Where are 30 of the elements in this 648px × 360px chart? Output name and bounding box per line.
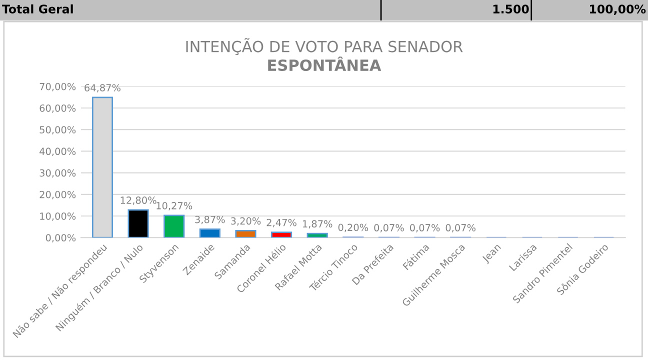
data-label: 3,20%	[231, 217, 261, 226]
y-tick-label: 10,00%	[40, 212, 76, 221]
y-tick-label: 60,00%	[40, 104, 76, 113]
bar	[270, 232, 292, 238]
y-tick-label: 20,00%	[40, 190, 76, 200]
text: 100,00%	[590, 4, 646, 16]
bar	[235, 230, 256, 238]
data-label: 0,07%	[374, 224, 404, 232]
bar	[199, 228, 220, 238]
data-label: 0,20%	[338, 224, 368, 232]
bar	[128, 209, 149, 238]
data-label: 0,07%	[410, 224, 440, 232]
y-tick-label: 50,00%	[40, 126, 76, 134]
data-label: 1,87%	[302, 220, 332, 228]
chart-title: INTENÇÃO DE VOTO PARA SENADOR	[186, 38, 463, 56]
data-label: 64,87%	[84, 84, 120, 92]
data-label: 10,27%	[156, 202, 192, 210]
y-tick-label: 40,00%	[40, 148, 76, 156]
bar	[164, 214, 185, 238]
text: Total Geral	[2, 4, 73, 14]
data-label: 3,87%	[195, 216, 225, 224]
bar	[306, 232, 328, 238]
y-tick-label: 30,00%	[40, 169, 76, 178]
y-tick-label: 0,00%	[46, 234, 76, 242]
chart-subtitle: ESPONTÂNEA	[268, 56, 382, 72]
y-tick-label: 70,00%	[40, 82, 76, 92]
text: 1.500	[493, 4, 529, 14]
data-label: 0,07%	[446, 224, 476, 232]
data-label: 2,47%	[266, 218, 296, 228]
data-label: 12,80%	[120, 196, 156, 205]
